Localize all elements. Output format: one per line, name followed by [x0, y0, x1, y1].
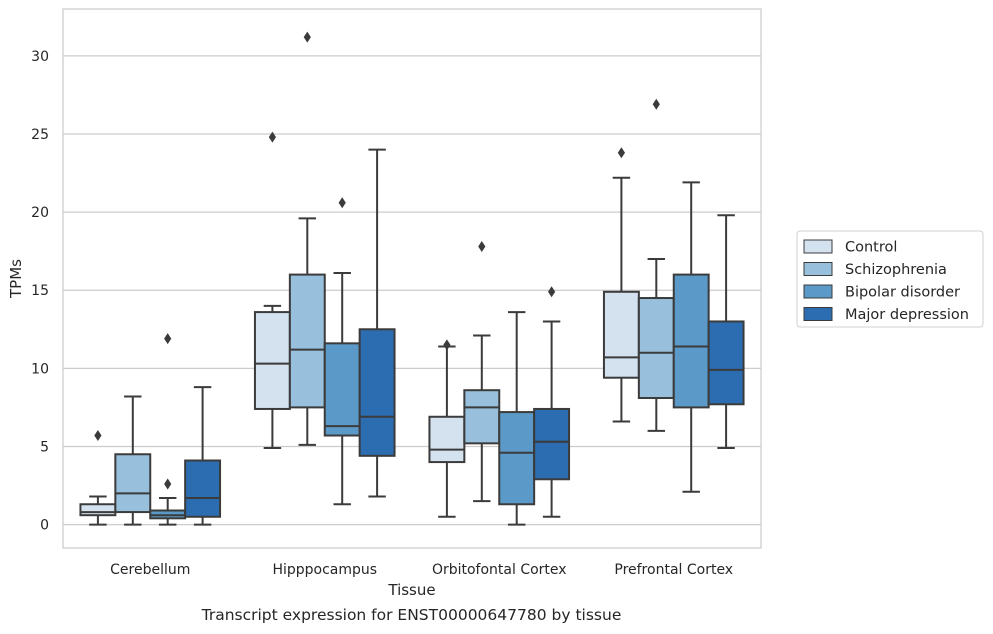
x-tick-hipppocampus: Hipppocampus: [272, 562, 377, 578]
x-axis-label: Tissue: [387, 581, 435, 599]
box-cerebellum-control: [79, 430, 117, 526]
iqr-box-hipppocampus-control: [253, 311, 291, 410]
y-tick-15: 15: [31, 283, 49, 299]
box-orbitofontal-cortex-bipolar-disorder: [498, 311, 536, 526]
x-tick-cerebellum: Cerebellum: [110, 562, 190, 578]
legend-swatch-major-depression: [803, 307, 833, 321]
legend-label-bipolar-disorder: Bipolar disorder: [845, 285, 960, 301]
box-cerebellum-major-depression: [184, 386, 222, 526]
iqr-box-cerebellum-schizophrenia: [114, 453, 152, 514]
y-tick-20: 20: [31, 205, 49, 221]
iqr-box-hipppocampus-major-depression: [358, 328, 396, 457]
iqr-box-prefrontal-cortex-schizophrenia: [637, 297, 675, 400]
box-hipppocampus-schizophrenia: [288, 31, 326, 446]
outlier-cerebellum-bipolar-disorder-1: [164, 333, 172, 345]
boxes-layer: [79, 31, 745, 526]
iqr-box-orbitofontal-cortex-bipolar-disorder: [498, 411, 536, 506]
box-hipppocampus-major-depression: [358, 148, 396, 498]
y-tick-30: 30: [31, 49, 49, 65]
box-prefrontal-cortex-control: [602, 147, 640, 423]
x-tick-orbitofontal-cortex: Orbitofontal Cortex: [432, 562, 567, 578]
x-tick-prefrontal-cortex: Prefrontal Cortex: [614, 562, 733, 578]
box-prefrontal-cortex-bipolar-disorder: [672, 181, 710, 493]
plot-frame: [62, 8, 762, 549]
y-tick-0: 0: [40, 518, 49, 534]
legend-label-major-depression: Major depression: [845, 307, 969, 323]
box-orbitofontal-cortex-control: [428, 339, 466, 518]
box-orbitofontal-cortex-major-depression: [533, 286, 571, 518]
outlier-cerebellum-bipolar-disorder-0: [164, 478, 172, 490]
iqr-box-cerebellum-control: [79, 503, 117, 517]
outlier-prefrontal-cortex-schizophrenia-0: [652, 98, 660, 110]
y-tick-5: 5: [40, 439, 49, 455]
y-tick-10: 10: [31, 361, 49, 377]
legend-frame: [796, 230, 984, 328]
legend-label-control: Control: [845, 240, 897, 256]
legend-swatch-control: [803, 239, 833, 254]
iqr-box-prefrontal-cortex-bipolar-disorder: [672, 273, 710, 409]
legend-swatch-schizophrenia: [803, 262, 833, 276]
legend-label-schizophrenia: Schizophrenia: [845, 262, 947, 278]
outlier-orbitofontal-cortex-major-depression-0: [548, 286, 556, 298]
iqr-box-cerebellum-major-depression: [184, 459, 222, 518]
iqr-box-orbitofontal-cortex-control: [428, 415, 466, 464]
iqr-box-hipppocampus-bipolar-disorder: [323, 342, 361, 437]
box-cerebellum-bipolar-disorder: [149, 333, 187, 526]
legend-swatch-bipolar-disorder: [803, 284, 833, 299]
legend: Control Schizophrenia Bipolar disorder Majo…: [796, 230, 984, 328]
outlier-prefrontal-cortex-control-0: [617, 147, 625, 159]
iqr-box-orbitofontal-cortex-major-depression: [533, 407, 571, 481]
y-axis-ticks: 0 5 10 15 20 25 30: [31, 49, 49, 534]
box-hipppocampus-bipolar-disorder: [323, 197, 361, 506]
box-prefrontal-cortex-major-depression: [707, 214, 745, 450]
chart-caption: Transcript expression for ENST0000064778…: [201, 606, 622, 624]
iqr-box-prefrontal-cortex-control: [602, 290, 640, 379]
outlier-orbitofontal-cortex-schizophrenia-0: [478, 240, 486, 252]
y-tick-25: 25: [31, 127, 49, 143]
outlier-hipppocampus-bipolar-disorder-0: [338, 197, 346, 209]
box-prefrontal-cortex-schizophrenia: [637, 98, 675, 432]
outlier-orbitofontal-cortex-control-0: [443, 339, 451, 351]
y-axis-label: TPMs: [7, 259, 25, 299]
iqr-box-prefrontal-cortex-major-depression: [707, 320, 745, 406]
gridlines: [63, 55, 761, 526]
iqr-box-orbitofontal-cortex-schizophrenia: [463, 389, 501, 445]
outlier-hipppocampus-control-0: [268, 131, 276, 143]
outlier-cerebellum-control-0: [94, 430, 102, 442]
box-hipppocampus-control: [253, 131, 291, 450]
box-cerebellum-schizophrenia: [114, 395, 152, 526]
outlier-hipppocampus-schizophrenia-0: [303, 31, 311, 43]
iqr-box-hipppocampus-schizophrenia: [288, 273, 326, 409]
x-axis-ticks: Cerebellum Hipppocampus Orbitofontal Corte…: [110, 562, 733, 578]
box-orbitofontal-cortex-schizophrenia: [463, 240, 501, 503]
